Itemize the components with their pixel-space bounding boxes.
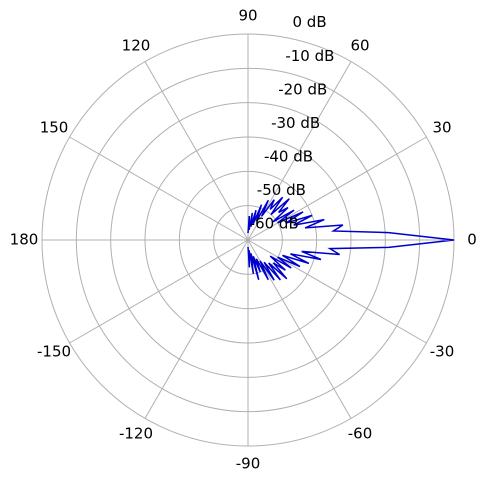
r-tick-label: -50 dB — [257, 181, 306, 199]
r-tick-label: -40 dB — [264, 148, 313, 166]
angle-label: -120 — [119, 424, 153, 442]
r-tick-label: -20 dB — [278, 80, 327, 98]
r-tick-label: -60 dB — [250, 215, 299, 233]
angle-label: -30 — [430, 343, 455, 361]
angle-label: -90 — [236, 455, 261, 473]
grid-ring — [213, 205, 283, 275]
r-tick-label: -30 dB — [271, 114, 320, 132]
angle-label: 0 — [467, 231, 477, 249]
grid-ring — [144, 136, 352, 344]
pattern-line — [247, 196, 455, 281]
grid-ring — [110, 102, 386, 378]
angle-label: 90 — [238, 7, 257, 25]
grid-ring — [178, 170, 318, 310]
r-tick-label: -10 dB — [285, 47, 334, 65]
angle-label: -150 — [37, 343, 71, 361]
angle-label: 60 — [350, 37, 369, 55]
angle-label: 150 — [40, 119, 69, 137]
angle-label: 180 — [10, 231, 39, 249]
r-tick-label: 0 dB — [292, 13, 326, 31]
angle-label: -60 — [348, 424, 373, 442]
angle-label: 30 — [432, 119, 451, 137]
angle-label: 120 — [122, 37, 151, 55]
grid-ring — [75, 67, 421, 413]
